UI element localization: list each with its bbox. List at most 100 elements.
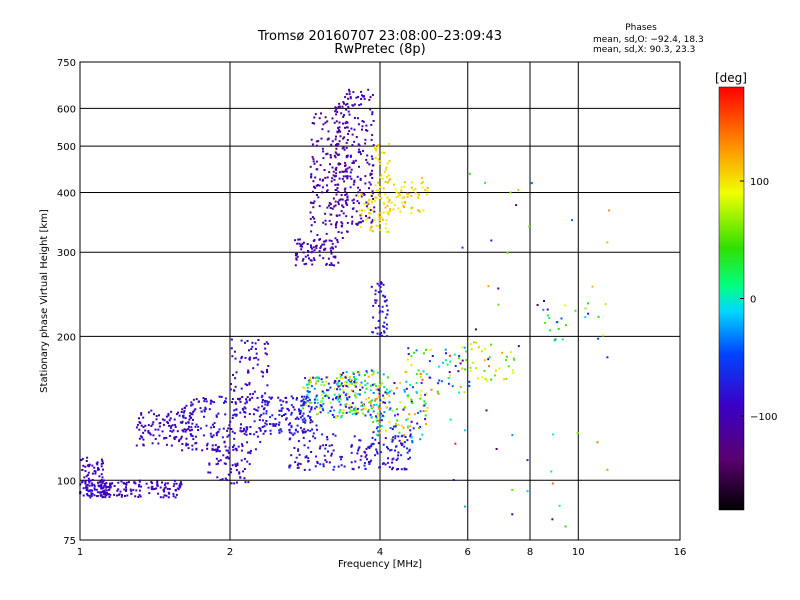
data-point: [89, 479, 92, 482]
data-point: [468, 380, 471, 383]
data-point: [327, 382, 330, 385]
data-point: [130, 492, 133, 495]
data-point: [386, 162, 389, 165]
data-point: [310, 407, 313, 410]
data-point: [382, 283, 385, 286]
data-point: [359, 153, 362, 156]
data-point: [378, 422, 381, 425]
data-point: [184, 406, 186, 409]
x-axis-label: Frequency [MHz]: [338, 559, 422, 570]
data-point: [303, 387, 306, 390]
data-point: [351, 402, 354, 405]
data-point: [192, 398, 195, 401]
data-point: [261, 399, 264, 401]
data-point: [246, 340, 249, 342]
data-point: [329, 401, 332, 404]
data-point: [464, 368, 467, 371]
data-point: [226, 455, 229, 458]
data-point: [362, 412, 364, 415]
data-point: [397, 195, 400, 198]
data-point: [309, 259, 312, 262]
data-point: [380, 282, 383, 285]
data-point: [294, 417, 297, 420]
data-point: [166, 482, 169, 485]
data-point: [378, 159, 381, 162]
data-point: [363, 464, 366, 467]
data-point: [211, 400, 214, 403]
data-point: [410, 207, 413, 210]
data-point: [507, 365, 510, 368]
data-point: [232, 374, 234, 376]
data-point: [346, 139, 349, 141]
data-point: [351, 162, 354, 164]
data-point: [360, 98, 363, 100]
data-point: [100, 485, 103, 488]
data-point: [366, 161, 369, 164]
data-point: [396, 424, 399, 427]
data-point: [341, 177, 344, 180]
data-point: [154, 428, 157, 431]
data-point: [81, 457, 84, 460]
data-point: [475, 367, 478, 370]
data-point: [341, 222, 344, 225]
data-point: [358, 393, 361, 396]
data-point: [408, 413, 411, 416]
data-point: [349, 154, 352, 157]
data-point: [309, 419, 312, 421]
data-point: [428, 360, 431, 363]
data-point: [266, 384, 269, 387]
data-point: [386, 376, 389, 379]
data-point: [306, 390, 309, 393]
data-point: [375, 433, 378, 436]
data-point: [380, 290, 383, 293]
data-point: [334, 175, 337, 178]
data-point: [370, 443, 373, 446]
data-point: [220, 395, 223, 398]
data-point: [377, 415, 379, 418]
colorbar-tick-label: 0: [750, 295, 756, 306]
data-point: [95, 495, 98, 498]
data-point: [337, 162, 340, 165]
data-point: [249, 433, 252, 435]
data-point: [410, 364, 413, 367]
data-point: [383, 151, 386, 154]
data-point: [357, 151, 360, 154]
data-point: [326, 206, 329, 209]
data-point: [448, 354, 451, 357]
data-point: [395, 196, 398, 199]
data-point: [262, 432, 265, 435]
data-point: [544, 321, 546, 324]
data-point: [338, 126, 341, 129]
data-point: [280, 407, 283, 410]
data-point: [290, 454, 293, 457]
data-point: [327, 396, 330, 399]
data-point: [178, 440, 180, 443]
data-point: [345, 156, 348, 159]
data-point: [344, 384, 347, 387]
data-point: [358, 221, 361, 224]
data-point: [316, 428, 318, 431]
data-point: [342, 371, 345, 374]
data-point: [378, 431, 381, 434]
data-point: [97, 481, 100, 484]
data-point: [342, 389, 345, 392]
data-point: [526, 490, 529, 493]
data-point: [377, 193, 380, 196]
data-point: [319, 247, 322, 249]
data-point: [397, 423, 400, 426]
data-point: [313, 162, 316, 165]
data-point: [165, 494, 168, 497]
data-point: [252, 392, 255, 395]
data-point: [326, 389, 328, 392]
data-point: [209, 471, 212, 474]
data-point: [365, 387, 368, 390]
data-point: [314, 186, 317, 189]
data-point: [306, 395, 308, 398]
data-point: [380, 215, 383, 218]
data-point: [380, 419, 383, 422]
data-point: [224, 445, 227, 448]
data-point: [232, 414, 235, 417]
data-point: [602, 334, 604, 337]
data-point: [82, 464, 85, 467]
data-point: [211, 444, 214, 447]
